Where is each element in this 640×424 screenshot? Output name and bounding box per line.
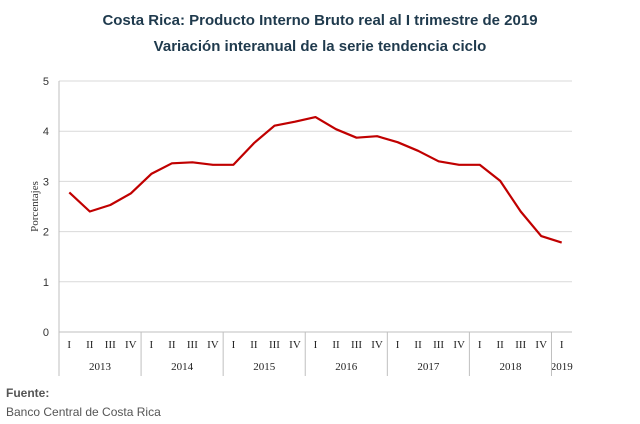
x-tick-label: III (269, 339, 280, 351)
year-label: 2013 (89, 361, 112, 373)
source-heading: Fuente: (6, 386, 50, 400)
x-tick-label: III (351, 339, 362, 351)
x-tick-label: II (86, 339, 94, 351)
year-label: 2017 (417, 361, 440, 373)
x-tick-label: IV (289, 339, 301, 351)
y-tick-label: 1 (43, 277, 49, 289)
x-tick-label: I (560, 339, 564, 351)
x-tick-label: IV (371, 339, 383, 351)
x-tick-label: III (187, 339, 198, 351)
y-tick-label: 2 (43, 227, 49, 239)
year-label: 2016 (335, 361, 358, 373)
y-tick-label: 4 (43, 126, 49, 138)
x-tick-label: III (105, 339, 116, 351)
x-tick-label: I (150, 339, 154, 351)
year-label: 2015 (253, 361, 276, 373)
x-tick-label: II (250, 339, 258, 351)
x-tick-label: I (314, 339, 318, 351)
chart-subtitle: Variación interanual de la serie tendenc… (153, 38, 487, 55)
x-tick-label: I (232, 339, 236, 351)
year-label: 2019 (551, 361, 574, 373)
y-tick-label: 5 (43, 76, 49, 88)
x-tick-label: II (168, 339, 176, 351)
y-tick-label: 3 (43, 176, 49, 188)
series-line (68, 115, 563, 244)
source-text: Banco Central de Costa Rica (6, 405, 161, 419)
x-tick-label: I (396, 339, 400, 351)
x-tick-label: II (497, 339, 505, 351)
x-tick-label: IV (207, 339, 219, 351)
x-tick-label: II (332, 339, 340, 351)
x-tick-label: I (478, 339, 482, 351)
year-label: 2014 (171, 361, 194, 373)
x-tick-label: IV (125, 339, 137, 351)
x-tick-label: II (414, 339, 422, 351)
x-tick-label: III (515, 339, 526, 351)
chart-title: Costa Rica: Producto Interno Bruto real … (102, 12, 538, 29)
year-label: 2018 (499, 361, 522, 373)
y-axis-label: Porcentajes (29, 181, 41, 232)
x-tick-label: III (433, 339, 444, 351)
x-tick-label: IV (453, 339, 465, 351)
y-tick-label: 0 (43, 327, 49, 339)
x-tick-label: I (67, 339, 71, 351)
x-tick-label: IV (535, 339, 547, 351)
